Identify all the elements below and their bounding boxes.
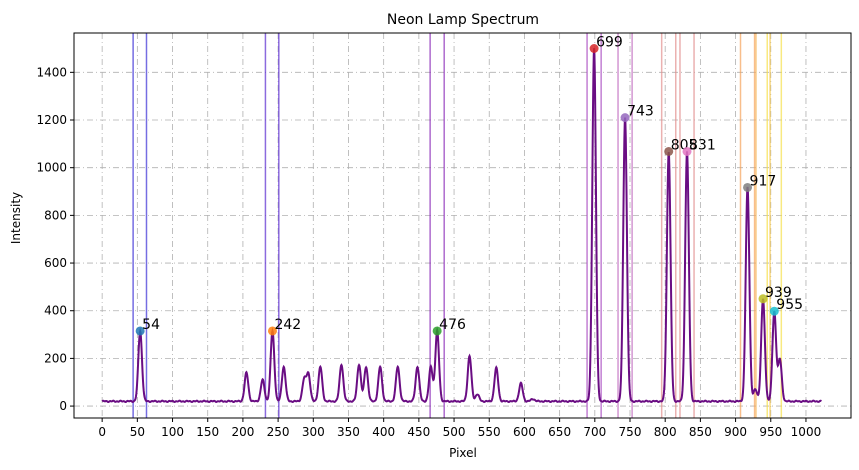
- x-tick-label: 150: [196, 425, 219, 439]
- x-tick-label: 300: [302, 425, 325, 439]
- x-tick-label: 750: [619, 425, 642, 439]
- y-tick-label: 0: [59, 399, 67, 413]
- x-tick-label: 100: [161, 425, 184, 439]
- peak-label: 699: [596, 34, 623, 50]
- y-tick-label: 800: [44, 208, 67, 222]
- y-tick-label: 1200: [36, 113, 67, 127]
- peak-label: 242: [274, 317, 301, 333]
- peak-label: 476: [439, 317, 466, 333]
- peak-label: 831: [689, 137, 716, 153]
- grid: [74, 33, 851, 418]
- x-tick-label: 600: [513, 425, 536, 439]
- x-tick-label: 700: [583, 425, 606, 439]
- x-tick-label: 650: [548, 425, 571, 439]
- x-tick-label: 1000: [791, 425, 822, 439]
- peak-marker: [589, 43, 599, 53]
- peak-marker: [620, 113, 630, 123]
- chart-title: Neon Lamp Spectrum: [387, 12, 539, 28]
- peak-label: 917: [750, 173, 777, 189]
- peak-label: 939: [765, 285, 792, 301]
- x-tick-label: 0: [98, 425, 106, 439]
- y-tick-label: 1400: [36, 65, 67, 79]
- x-tick-label: 900: [724, 425, 747, 439]
- x-tick-label: 550: [478, 425, 501, 439]
- spectrum-line: [101, 48, 822, 404]
- peak-marker: [769, 306, 779, 316]
- x-tick-label: 450: [407, 425, 430, 439]
- peak-marker: [758, 294, 768, 304]
- y-tick-label: 200: [44, 351, 67, 365]
- y-axis-ticks: 0 200 400 600 800 1000 1200 1400: [36, 65, 74, 413]
- peak-label: 54: [142, 317, 160, 333]
- peak-marker: [267, 326, 277, 336]
- peak-label: 743: [627, 104, 654, 120]
- peak-label: 955: [776, 297, 803, 313]
- peak-marker: [432, 326, 442, 336]
- x-tick-label: 250: [267, 425, 290, 439]
- x-tick-label: 800: [654, 425, 677, 439]
- x-tick-label: 200: [231, 425, 254, 439]
- x-tick-label: 850: [689, 425, 712, 439]
- peak-marker: [743, 182, 753, 192]
- x-tick-label: 350: [337, 425, 360, 439]
- plot-frame: [73, 32, 852, 419]
- y-tick-label: 600: [44, 256, 67, 270]
- x-axis-label: Pixel: [449, 446, 477, 460]
- x-tick-label: 400: [372, 425, 395, 439]
- x-tick-label: 500: [443, 425, 466, 439]
- y-axis-label: Intensity: [9, 192, 23, 244]
- x-tick-label: 50: [130, 425, 145, 439]
- peak-marker: [135, 326, 145, 336]
- y-tick-label: 400: [44, 304, 67, 318]
- x-axis-ticks: 0 50 100 150 200 250 300 350 400 450 500 550 600 650 7…: [98, 418, 821, 439]
- x-tick-label: 950: [759, 425, 782, 439]
- peak-marker: [664, 146, 674, 156]
- y-tick-label: 1000: [36, 161, 67, 175]
- vertical-markers: [132, 33, 783, 418]
- peak-marker: [682, 146, 692, 156]
